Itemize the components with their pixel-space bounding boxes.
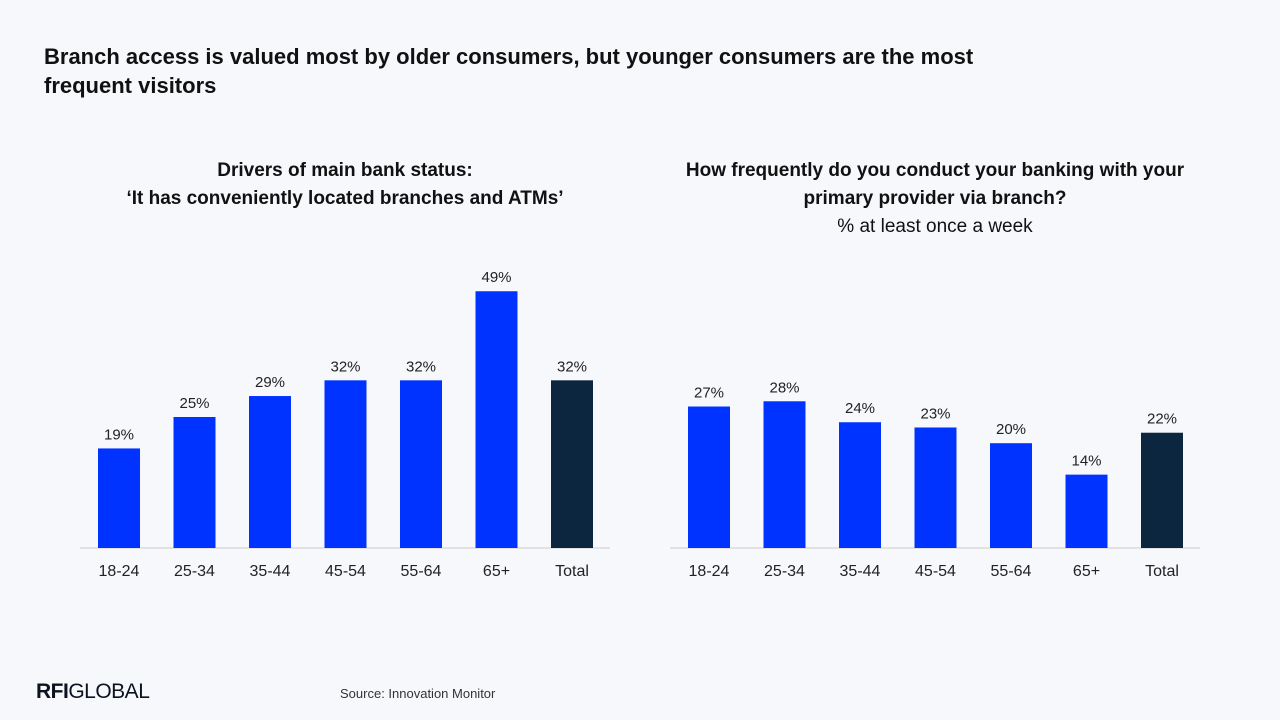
right-category-label: 65+ bbox=[1073, 563, 1100, 580]
right-bar-65plus bbox=[1065, 474, 1108, 548]
left-value-label: 32% bbox=[330, 358, 360, 375]
page-title: Branch access is valued most by older co… bbox=[44, 44, 974, 98]
right-value-label: 23% bbox=[920, 405, 950, 422]
left-chart-title: Drivers of main bank status: ‘It has con… bbox=[60, 157, 630, 213]
right-category-label: 25-34 bbox=[764, 563, 805, 580]
left-value-label: 49% bbox=[481, 269, 511, 286]
right-bar-35-44 bbox=[839, 422, 881, 548]
right-value-label: 24% bbox=[845, 400, 875, 417]
left-category-label: 25-34 bbox=[174, 563, 215, 580]
right-value-label: 20% bbox=[996, 421, 1026, 438]
right-value-label: 28% bbox=[769, 379, 799, 396]
right-value-label: 22% bbox=[1147, 411, 1177, 428]
left-bar-18-24 bbox=[98, 448, 140, 548]
right-category-label: 45-54 bbox=[915, 563, 956, 580]
left-value-label: 29% bbox=[255, 374, 285, 391]
left-bar-35-44 bbox=[249, 396, 291, 548]
left-bar-55-64 bbox=[400, 380, 442, 548]
left-bar-65plus bbox=[475, 291, 518, 548]
right-chart-subtitle: % at least once a week bbox=[837, 216, 1033, 237]
rfi-global-logo: RFIGLOBAL bbox=[36, 680, 150, 704]
logo-bold-text: RFI bbox=[36, 680, 69, 703]
left-category-label: 55-64 bbox=[401, 563, 442, 580]
left-category-label: 45-54 bbox=[325, 563, 366, 580]
left-bar-45-54 bbox=[324, 380, 367, 548]
right-value-label: 14% bbox=[1071, 453, 1101, 470]
left-value-label: 25% bbox=[179, 395, 209, 412]
right-chart-title: How frequently do you conduct your banki… bbox=[660, 157, 1210, 241]
left-chart-title-line1: Drivers of main bank status: bbox=[217, 160, 473, 181]
logo-rest-text: GLOBAL bbox=[68, 680, 150, 703]
right-category-label: Total bbox=[1145, 563, 1179, 580]
left-chart-title-line2: ‘It has conveniently located branches an… bbox=[126, 188, 564, 209]
left-bar-total bbox=[551, 380, 593, 548]
right-chart-title-text: How frequently do you conduct your banki… bbox=[685, 160, 1185, 209]
right-category-label: 55-64 bbox=[991, 563, 1032, 580]
right-bar-45-54 bbox=[914, 427, 957, 548]
left-bar-25-34 bbox=[173, 417, 216, 548]
left-value-label: 32% bbox=[406, 358, 436, 375]
left-value-label: 19% bbox=[104, 426, 134, 443]
left-category-label: Total bbox=[555, 563, 589, 580]
right-category-label: 18-24 bbox=[689, 563, 730, 580]
left-category-label: 65+ bbox=[483, 563, 510, 580]
right-bar-total bbox=[1141, 432, 1183, 548]
right-bar-25-34 bbox=[763, 401, 806, 548]
right-value-label: 27% bbox=[694, 385, 724, 402]
left-value-label: 32% bbox=[557, 358, 587, 375]
right-bar-18-24 bbox=[688, 406, 730, 548]
left-category-label: 35-44 bbox=[250, 563, 291, 580]
right-bar-55-64 bbox=[990, 443, 1032, 548]
left-category-label: 18-24 bbox=[99, 563, 140, 580]
right-category-label: 35-44 bbox=[840, 563, 881, 580]
source-note: Source: Innovation Monitor bbox=[340, 686, 496, 701]
